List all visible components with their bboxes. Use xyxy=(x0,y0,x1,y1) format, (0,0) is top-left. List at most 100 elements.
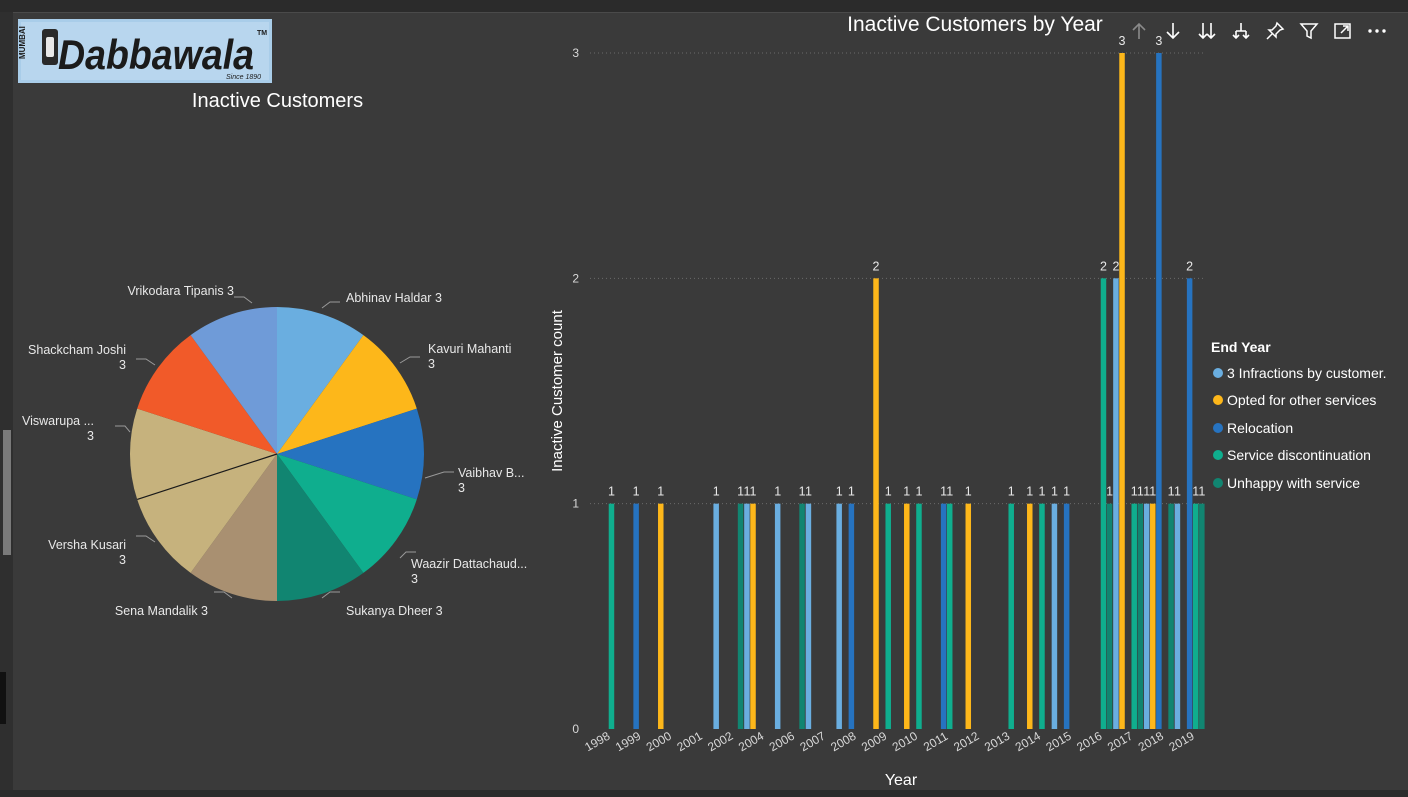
bar[interactable] xyxy=(713,503,719,729)
dabbawala-logo: MUMBAI Dabbawala TM Since 1890 xyxy=(18,19,272,83)
legend-dot xyxy=(1213,422,1223,433)
pie-slice[interactable] xyxy=(129,408,277,500)
left-scrollbar[interactable] xyxy=(3,430,11,555)
pie-slice[interactable] xyxy=(277,454,364,601)
pie-data-label: 3 xyxy=(119,553,126,567)
expand-next-level-button[interactable] xyxy=(1224,18,1258,44)
x-tick-label: 2017 xyxy=(1105,729,1135,755)
pie-slice[interactable] xyxy=(137,335,277,454)
legend-dot xyxy=(1213,450,1223,461)
bar[interactable] xyxy=(1113,278,1119,729)
bar[interactable] xyxy=(1199,503,1205,729)
bar[interactable] xyxy=(1150,503,1156,729)
bar-data-label: 1 xyxy=(657,485,664,499)
bar-chart-legend: End Year 3 Infractions by customer. Opted… xyxy=(1211,339,1406,497)
bar[interactable] xyxy=(1174,503,1181,729)
focus-mode-icon xyxy=(1334,23,1351,39)
pie-slice[interactable] xyxy=(277,454,417,573)
bar[interactable] xyxy=(608,503,615,729)
pie-slice[interactable] xyxy=(277,408,425,500)
filter-icon xyxy=(1299,23,1319,40)
bar[interactable] xyxy=(774,503,781,729)
pie-slice[interactable] xyxy=(190,454,277,601)
y-tick-label: 2 xyxy=(572,271,579,285)
bar[interactable] xyxy=(744,503,750,729)
legend-item[interactable]: Unhappy with service xyxy=(1213,469,1406,497)
bar[interactable] xyxy=(658,503,664,729)
bar[interactable] xyxy=(940,503,947,729)
bar[interactable] xyxy=(848,503,855,729)
drill-down-button[interactable] xyxy=(1156,18,1190,44)
pie-data-label: 3 xyxy=(458,481,465,495)
bar[interactable] xyxy=(633,503,639,729)
more-options-button[interactable] xyxy=(1360,18,1394,44)
bar[interactable] xyxy=(916,503,922,729)
y-tick-label: 1 xyxy=(572,497,579,511)
drill-down-icon xyxy=(1166,23,1180,40)
bar[interactable] xyxy=(750,503,756,729)
bar[interactable] xyxy=(1027,503,1033,729)
bar[interactable] xyxy=(1143,503,1150,729)
bar[interactable] xyxy=(1063,503,1070,729)
pie-slice[interactable] xyxy=(190,307,277,454)
legend-item[interactable]: 3 Infractions by customer. xyxy=(1213,359,1406,387)
pie-data-label: Vrikodara Tipanis 3 xyxy=(127,284,234,298)
filter-button[interactable] xyxy=(1292,18,1326,44)
legend-item[interactable]: Service discontinuation xyxy=(1213,442,1406,470)
x-tick-label: 2002 xyxy=(705,729,735,755)
bar[interactable] xyxy=(1119,53,1125,729)
bar[interactable] xyxy=(805,503,812,729)
pie-slice[interactable] xyxy=(277,307,364,454)
bar[interactable] xyxy=(904,503,910,729)
bar[interactable] xyxy=(799,503,805,729)
bar[interactable] xyxy=(1131,503,1137,729)
legend-item[interactable]: Opted for other services xyxy=(1213,387,1406,415)
bar[interactable] xyxy=(1100,278,1107,729)
bar-data-label: 1 xyxy=(965,485,972,499)
focus-mode-button[interactable] xyxy=(1326,18,1360,44)
bar-data-label: 1 xyxy=(1192,485,1199,499)
drill-up-button[interactable] xyxy=(1122,18,1156,44)
x-tick-label: 1999 xyxy=(613,729,643,755)
legend-item[interactable]: Relocation xyxy=(1213,414,1406,442)
bar-data-label: 1 xyxy=(608,485,615,499)
bar[interactable] xyxy=(1137,503,1144,729)
bar-data-label: 1 xyxy=(1063,485,1070,499)
bar[interactable] xyxy=(1192,503,1199,729)
bar[interactable] xyxy=(1156,53,1162,729)
bar[interactable] xyxy=(946,503,953,729)
x-tick-label: 2007 xyxy=(798,729,828,755)
pie-data-label: 3 xyxy=(87,429,94,443)
pie-leader-line xyxy=(136,358,156,366)
bar-data-label: 1 xyxy=(1149,485,1156,499)
bar[interactable] xyxy=(965,503,972,729)
bar[interactable] xyxy=(737,503,744,729)
bar[interactable] xyxy=(836,503,842,729)
pie-slice[interactable] xyxy=(277,335,417,454)
legend-dot xyxy=(1213,367,1223,378)
expand-all-down-button[interactable] xyxy=(1190,18,1224,44)
bar[interactable] xyxy=(1051,503,1058,729)
legend-label: Relocation xyxy=(1227,419,1294,436)
x-tick-label: 2016 xyxy=(1074,729,1104,755)
bar[interactable] xyxy=(885,503,891,729)
bar-data-label: 1 xyxy=(713,485,720,499)
bar[interactable] xyxy=(873,278,879,729)
pie-slice[interactable] xyxy=(137,454,277,573)
bar[interactable] xyxy=(1039,503,1045,729)
bar-data-label: 1 xyxy=(1168,485,1175,499)
logo-since-text: Since 1890 xyxy=(226,74,261,81)
x-tick-label: 2013 xyxy=(982,729,1012,755)
bar[interactable] xyxy=(1106,503,1113,729)
bar[interactable] xyxy=(1186,278,1193,729)
x-tick-label: 2004 xyxy=(736,729,766,755)
bar[interactable] xyxy=(1168,503,1174,729)
x-tick-label: 2001 xyxy=(675,729,705,755)
bar-data-label: 1 xyxy=(1131,485,1138,499)
bar[interactable] xyxy=(1008,503,1014,729)
visual-toolbar xyxy=(1122,18,1394,44)
pin-button[interactable] xyxy=(1258,18,1292,44)
left-edge-marker xyxy=(0,672,6,724)
pie-data-label: 3 xyxy=(428,357,435,371)
